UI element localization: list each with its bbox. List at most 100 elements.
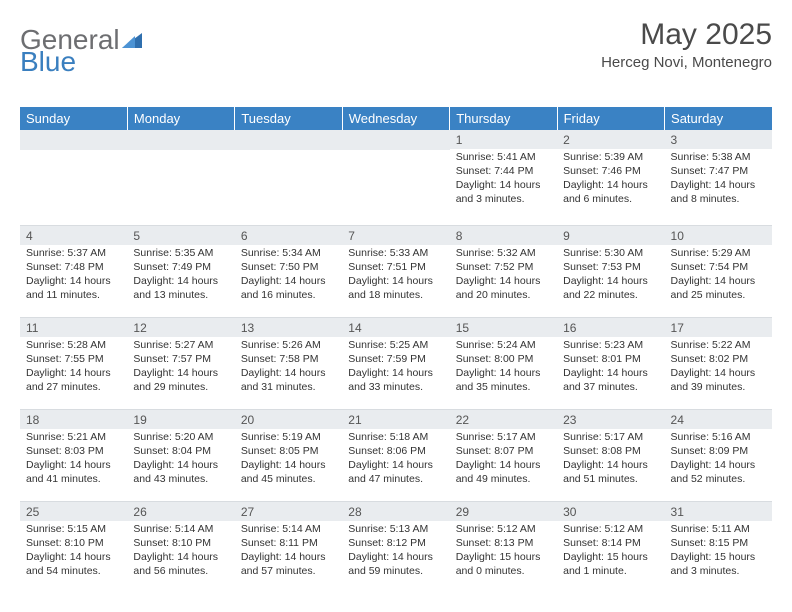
sunset-text: Sunset: 7:59 PM — [348, 353, 443, 367]
day-details: Sunrise: 5:18 AMSunset: 8:06 PMDaylight:… — [342, 429, 449, 490]
sunrise-text: Sunrise: 5:32 AM — [456, 247, 551, 261]
calendar-cell — [20, 130, 127, 222]
day-details: Sunrise: 5:26 AMSunset: 7:58 PMDaylight:… — [235, 337, 342, 398]
calendar-cell — [127, 130, 234, 222]
sunset-text: Sunset: 8:09 PM — [671, 445, 766, 459]
day-details: Sunrise: 5:33 AMSunset: 7:51 PMDaylight:… — [342, 245, 449, 306]
sunrise-text: Sunrise: 5:25 AM — [348, 339, 443, 353]
daylight-text: Daylight: 14 hours and 22 minutes. — [563, 275, 658, 303]
daylight-text: Daylight: 14 hours and 57 minutes. — [241, 551, 336, 579]
day-number: 18 — [20, 409, 127, 429]
day-number: 13 — [235, 317, 342, 337]
day-number: 17 — [665, 317, 772, 337]
calendar-header: SundayMondayTuesdayWednesdayThursdayFrid… — [20, 107, 772, 130]
day-number: 9 — [557, 225, 664, 245]
calendar-week: 4Sunrise: 5:37 AMSunset: 7:48 PMDaylight… — [20, 222, 772, 314]
day-details: Sunrise: 5:21 AMSunset: 8:03 PMDaylight:… — [20, 429, 127, 490]
calendar-page: General May 2025 Herceg Novi, Montenegro… — [0, 0, 792, 612]
day-details: Sunrise: 5:22 AMSunset: 8:02 PMDaylight:… — [665, 337, 772, 398]
day-details: Sunrise: 5:11 AMSunset: 8:15 PMDaylight:… — [665, 521, 772, 582]
day-details: Sunrise: 5:14 AMSunset: 8:11 PMDaylight:… — [235, 521, 342, 582]
sunset-text: Sunset: 7:52 PM — [456, 261, 551, 275]
sunrise-text: Sunrise: 5:26 AM — [241, 339, 336, 353]
sunset-text: Sunset: 7:55 PM — [26, 353, 121, 367]
sunrise-text: Sunrise: 5:15 AM — [26, 523, 121, 537]
sunset-text: Sunset: 7:46 PM — [563, 165, 658, 179]
sunrise-text: Sunrise: 5:28 AM — [26, 339, 121, 353]
title-block: May 2025 Herceg Novi, Montenegro — [601, 18, 772, 71]
sunset-text: Sunset: 7:54 PM — [671, 261, 766, 275]
day-number: 15 — [450, 317, 557, 337]
calendar-week: 18Sunrise: 5:21 AMSunset: 8:03 PMDayligh… — [20, 406, 772, 498]
sunset-text: Sunset: 8:05 PM — [241, 445, 336, 459]
calendar-cell: 22Sunrise: 5:17 AMSunset: 8:07 PMDayligh… — [450, 406, 557, 498]
sunrise-text: Sunrise: 5:14 AM — [133, 523, 228, 537]
calendar-cell: 6Sunrise: 5:34 AMSunset: 7:50 PMDaylight… — [235, 222, 342, 314]
day-details: Sunrise: 5:14 AMSunset: 8:10 PMDaylight:… — [127, 521, 234, 582]
day-details: Sunrise: 5:38 AMSunset: 7:47 PMDaylight:… — [665, 149, 772, 210]
daylight-text: Daylight: 14 hours and 39 minutes. — [671, 367, 766, 395]
sunrise-text: Sunrise: 5:30 AM — [563, 247, 658, 261]
calendar-week: 1Sunrise: 5:41 AMSunset: 7:44 PMDaylight… — [20, 130, 772, 222]
day-number: 30 — [557, 501, 664, 521]
calendar-cell — [342, 130, 449, 222]
calendar-cell — [235, 130, 342, 222]
daylight-text: Daylight: 14 hours and 16 minutes. — [241, 275, 336, 303]
sunrise-text: Sunrise: 5:35 AM — [133, 247, 228, 261]
calendar-cell: 20Sunrise: 5:19 AMSunset: 8:05 PMDayligh… — [235, 406, 342, 498]
calendar-cell: 10Sunrise: 5:29 AMSunset: 7:54 PMDayligh… — [665, 222, 772, 314]
header-row: General May 2025 Herceg Novi, Montenegro — [20, 18, 772, 71]
sunrise-text: Sunrise: 5:33 AM — [348, 247, 443, 261]
sunset-text: Sunset: 8:06 PM — [348, 445, 443, 459]
calendar-cell: 17Sunrise: 5:22 AMSunset: 8:02 PMDayligh… — [665, 314, 772, 406]
sunset-text: Sunset: 8:03 PM — [26, 445, 121, 459]
sunrise-text: Sunrise: 5:11 AM — [671, 523, 766, 537]
sunset-text: Sunset: 8:12 PM — [348, 537, 443, 551]
sunset-text: Sunset: 7:48 PM — [26, 261, 121, 275]
day-details: Sunrise: 5:13 AMSunset: 8:12 PMDaylight:… — [342, 521, 449, 582]
sunrise-text: Sunrise: 5:21 AM — [26, 431, 121, 445]
calendar-week: 25Sunrise: 5:15 AMSunset: 8:10 PMDayligh… — [20, 498, 772, 590]
day-number: 23 — [557, 409, 664, 429]
daylight-text: Daylight: 14 hours and 45 minutes. — [241, 459, 336, 487]
brand-part2: Blue — [20, 46, 76, 78]
sunset-text: Sunset: 7:53 PM — [563, 261, 658, 275]
calendar-cell: 1 Sunrise: 5:41 AMSunset: 7:44 PMDaylight… — [450, 130, 557, 222]
day-number: 19 — [127, 409, 234, 429]
calendar-cell: 14Sunrise: 5:25 AMSunset: 7:59 PMDayligh… — [342, 314, 449, 406]
daylight-text: Daylight: 14 hours and 56 minutes. — [133, 551, 228, 579]
day-header: Saturday — [665, 107, 772, 130]
sunrise-text: Sunrise: 5:38 AM — [671, 151, 766, 165]
daylight-text: Daylight: 14 hours and 6 minutes. — [563, 179, 658, 207]
daylight-text: Daylight: 14 hours and 3 minutes. — [456, 179, 551, 207]
day-number: 1 — [450, 130, 557, 149]
calendar-cell: 28Sunrise: 5:13 AMSunset: 8:12 PMDayligh… — [342, 498, 449, 590]
calendar-cell: 16Sunrise: 5:23 AMSunset: 8:01 PMDayligh… — [557, 314, 664, 406]
daylight-text: Daylight: 14 hours and 51 minutes. — [563, 459, 658, 487]
sunset-text: Sunset: 7:44 PM — [456, 165, 551, 179]
daylight-text: Daylight: 14 hours and 29 minutes. — [133, 367, 228, 395]
day-details: Sunrise: 5:24 AMSunset: 8:00 PMDaylight:… — [450, 337, 557, 398]
sunrise-text: Sunrise: 5:17 AM — [563, 431, 658, 445]
sunset-text: Sunset: 7:47 PM — [671, 165, 766, 179]
sunrise-text: Sunrise: 5:20 AM — [133, 431, 228, 445]
sunrise-text: Sunrise: 5:22 AM — [671, 339, 766, 353]
calendar-cell: 3Sunrise: 5:38 AMSunset: 7:47 PMDaylight… — [665, 130, 772, 222]
daylight-text: Daylight: 14 hours and 31 minutes. — [241, 367, 336, 395]
daylight-text: Daylight: 14 hours and 41 minutes. — [26, 459, 121, 487]
day-number: 16 — [557, 317, 664, 337]
sunrise-text: Sunrise: 5:16 AM — [671, 431, 766, 445]
day-header: Friday — [557, 107, 664, 130]
daylight-text: Daylight: 14 hours and 37 minutes. — [563, 367, 658, 395]
day-header: Sunday — [20, 107, 127, 130]
day-number-empty — [20, 130, 127, 150]
calendar-cell: 21Sunrise: 5:18 AMSunset: 8:06 PMDayligh… — [342, 406, 449, 498]
daylight-text: Daylight: 14 hours and 8 minutes. — [671, 179, 766, 207]
month-title: May 2025 — [601, 18, 772, 52]
day-number: 3 — [665, 130, 772, 149]
day-header: Monday — [127, 107, 234, 130]
day-header: Thursday — [450, 107, 557, 130]
sunrise-text: Sunrise: 5:24 AM — [456, 339, 551, 353]
calendar-week: 11Sunrise: 5:28 AMSunset: 7:55 PMDayligh… — [20, 314, 772, 406]
sunrise-text: Sunrise: 5:41 AM — [456, 151, 551, 165]
